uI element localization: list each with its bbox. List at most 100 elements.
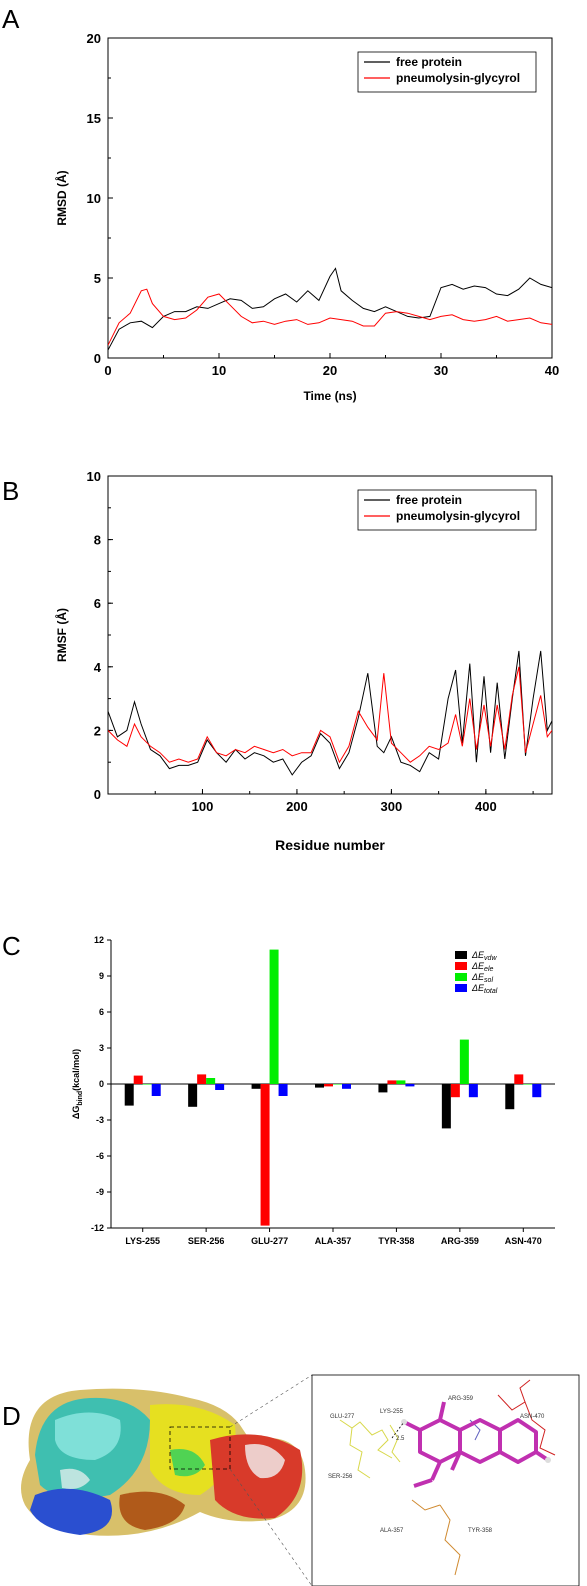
y-tick-label: 8 [94,533,101,548]
distance-label: 2.5 [396,1436,405,1442]
bar-total [278,1084,288,1096]
legend-entry: pneumolysin-glycyrol [396,71,520,85]
residue-label: SER-256 [328,1474,353,1480]
legend-box [357,489,537,531]
legend-entry: free protein [396,493,462,507]
bar-sol [333,1084,342,1085]
category-label: GLU-277 [251,1236,288,1246]
bar-sol [459,1039,469,1084]
y-axis-label: RMSF (Å) [54,608,69,662]
x-axis-label: Time (ns) [303,389,356,403]
bar-total [151,1084,161,1096]
legend: free protein pneumolysin-glycyrol [357,489,537,531]
panel-label-b: B [2,476,19,506]
docking-illustration: GLU-277 LYS-255 ARG-359 ASN-470 SER-256 ALA-3… [21,1374,580,1586]
ligand [403,1401,550,1488]
x-tick-label: 10 [212,363,226,378]
residue-label: GLU-277 [330,1414,355,1420]
rmsd-chart: 0 10 20 30 40 0 5 10 15 20 Time (ns) RMSD (Å) free p… [54,31,559,403]
y-axis-label: ΔGbind(kcal/mol) [71,1049,84,1119]
legend-entry: ΔEtotal [471,983,498,995]
bar-sol [269,949,279,1084]
y-tick-label: 10 [87,469,101,484]
x-axis-label: Residue number [275,837,385,853]
bar-total [405,1084,415,1087]
residue-label: LYS-255 [380,1409,404,1415]
bar-ele [260,1084,270,1226]
bar-ele [514,1074,524,1084]
y-tick-label: 6 [94,596,101,611]
residue-label: ALA-357 [380,1528,404,1534]
x-tick-label: 30 [434,363,448,378]
legend-swatch [455,973,467,981]
y-tick-label: 6 [99,1007,104,1017]
category-label: ALA-357 [315,1236,352,1246]
legend-entry: free protein [396,55,462,69]
y-tick-label: -3 [96,1115,104,1125]
x-tick-label: 20 [323,363,337,378]
panel-label-c: C [2,931,21,961]
y-tick-label: -12 [91,1223,104,1233]
y-tick-label: 20 [87,31,101,46]
category-label: TYR-358 [378,1236,414,1246]
category-label: SER-256 [188,1236,225,1246]
bar-sol [523,1084,533,1085]
inset-box [311,1374,580,1586]
x-tick-label: 100 [192,799,214,814]
bar-ele [450,1084,460,1098]
bar-vdw [441,1084,451,1129]
category-label: LYS-255 [125,1236,160,1246]
bar-vdw [251,1084,261,1089]
legend-swatch [455,984,467,992]
y-tick-label: 4 [94,660,102,675]
legend-entry: ΔEsol [471,972,493,984]
bar-vdw [124,1084,134,1106]
bar-ele [133,1075,143,1084]
x-tick-label: 0 [104,363,111,378]
y-tick-label: 9 [99,971,104,981]
series-line-free-protein [108,267,552,351]
rmsf-chart: 100 200 300 400 0 2 4 6 8 10 Residue number RMSF (Å… [54,469,553,853]
legend: free protein pneumolysin-glycyrol [357,51,537,93]
residue-label: ARG-359 [448,1396,474,1402]
y-axis-label: RMSD (Å) [54,170,69,225]
bar-vdw [378,1084,388,1093]
bar-sol [396,1080,406,1084]
y-tick-label: -9 [96,1187,104,1197]
bar-total [342,1084,351,1089]
bar-sol [206,1078,216,1084]
y-tick-label: 0 [94,787,101,802]
x-tick-label: 200 [286,799,308,814]
y-tick-label: 5 [94,271,101,286]
bar-ele [387,1080,397,1084]
legend-entry: pneumolysin-glycyrol [396,509,520,523]
y-tick-label: 0 [99,1079,104,1089]
series-line-pneumolysin-glycyrol [108,288,552,346]
bar-total [468,1084,478,1098]
bar-ele [324,1084,333,1087]
series-line-pneumolysin-glycyrol [108,666,552,764]
legend-swatch [455,951,467,959]
x-tick-label: 300 [381,799,403,814]
bar-vdw [505,1084,515,1110]
y-tick-label: 2 [94,723,101,738]
legend-entry: ΔEvdw [471,950,497,962]
panel-label-a: A [2,4,20,34]
bar-sol [142,1084,152,1085]
legend-entry: ΔEele [471,961,493,973]
category-label: ARG-359 [441,1236,479,1246]
legend-swatch [455,962,467,970]
legend-box [357,51,537,93]
residue-label: TYR-358 [468,1528,493,1534]
y-tick-label: -6 [96,1151,104,1161]
bar-vdw [188,1084,198,1107]
y-tick-label: 0 [94,351,101,366]
y-tick-label: 12 [94,935,104,945]
bar-ele [197,1074,207,1084]
residue-label: ASN-470 [520,1414,545,1420]
y-tick-label: 15 [87,111,101,126]
category-label: ASN-470 [505,1236,542,1246]
y-tick-label: 3 [99,1043,104,1053]
